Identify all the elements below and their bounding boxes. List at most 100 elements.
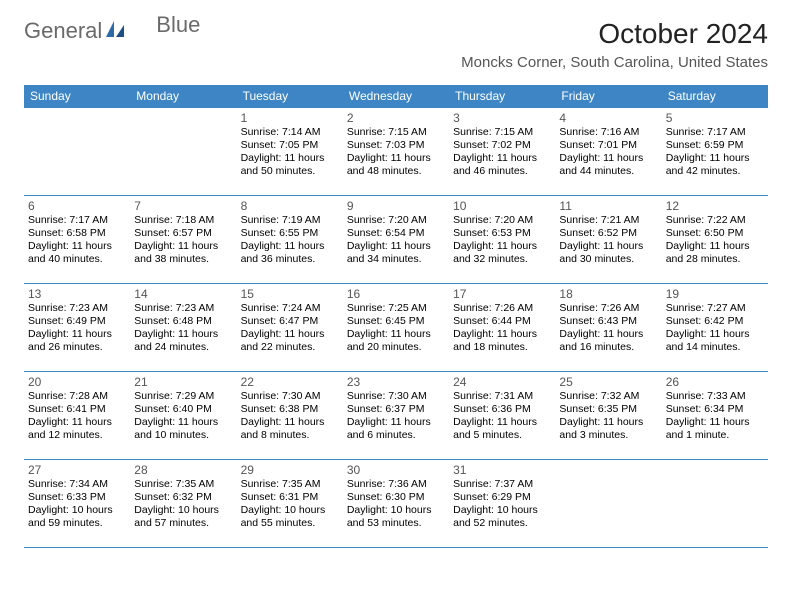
daylight-text: and 34 minutes. [347, 253, 445, 266]
calendar-cell: 5Sunrise: 7:17 AMSunset: 6:59 PMDaylight… [662, 108, 768, 196]
day-header: Tuesday [237, 85, 343, 108]
calendar-week-row: 20Sunrise: 7:28 AMSunset: 6:41 PMDayligh… [24, 372, 768, 460]
calendar-cell: 6Sunrise: 7:17 AMSunset: 6:58 PMDaylight… [24, 196, 130, 284]
calendar-cell: 30Sunrise: 7:36 AMSunset: 6:30 PMDayligh… [343, 460, 449, 548]
sunset-text: Sunset: 6:58 PM [28, 227, 126, 240]
calendar-cell: 17Sunrise: 7:26 AMSunset: 6:44 PMDayligh… [449, 284, 555, 372]
sunrise-text: Sunrise: 7:15 AM [347, 126, 445, 139]
daylight-text: Daylight: 11 hours [666, 328, 764, 341]
calendar-cell: 3Sunrise: 7:15 AMSunset: 7:02 PMDaylight… [449, 108, 555, 196]
daylight-text: and 5 minutes. [453, 429, 551, 442]
daylight-text: and 26 minutes. [28, 341, 126, 354]
daylight-text: Daylight: 11 hours [347, 328, 445, 341]
daylight-text: and 32 minutes. [453, 253, 551, 266]
daylight-text: Daylight: 11 hours [241, 240, 339, 253]
day-number: 2 [347, 111, 445, 125]
sunset-text: Sunset: 6:57 PM [134, 227, 232, 240]
daylight-text: and 53 minutes. [347, 517, 445, 530]
calendar-cell: 13Sunrise: 7:23 AMSunset: 6:49 PMDayligh… [24, 284, 130, 372]
sunset-text: Sunset: 6:47 PM [241, 315, 339, 328]
day-number: 29 [241, 463, 339, 477]
sunset-text: Sunset: 6:42 PM [666, 315, 764, 328]
calendar-week-row: 6Sunrise: 7:17 AMSunset: 6:58 PMDaylight… [24, 196, 768, 284]
sunrise-text: Sunrise: 7:30 AM [241, 390, 339, 403]
daylight-text: and 57 minutes. [134, 517, 232, 530]
daylight-text: and 3 minutes. [559, 429, 657, 442]
day-number: 8 [241, 199, 339, 213]
calendar-table: Sunday Monday Tuesday Wednesday Thursday… [24, 85, 768, 548]
sunrise-text: Sunrise: 7:23 AM [28, 302, 126, 315]
sunrise-text: Sunrise: 7:35 AM [241, 478, 339, 491]
daylight-text: and 20 minutes. [347, 341, 445, 354]
daylight-text: Daylight: 11 hours [666, 416, 764, 429]
calendar-cell: 8Sunrise: 7:19 AMSunset: 6:55 PMDaylight… [237, 196, 343, 284]
day-number: 15 [241, 287, 339, 301]
sunrise-text: Sunrise: 7:26 AM [453, 302, 551, 315]
sunrise-text: Sunrise: 7:30 AM [347, 390, 445, 403]
day-number: 30 [347, 463, 445, 477]
day-number: 3 [453, 111, 551, 125]
calendar-cell [24, 108, 130, 196]
sunset-text: Sunset: 6:41 PM [28, 403, 126, 416]
daylight-text: Daylight: 11 hours [559, 416, 657, 429]
calendar-cell: 15Sunrise: 7:24 AMSunset: 6:47 PMDayligh… [237, 284, 343, 372]
daylight-text: Daylight: 11 hours [347, 416, 445, 429]
calendar-cell: 9Sunrise: 7:20 AMSunset: 6:54 PMDaylight… [343, 196, 449, 284]
daylight-text: Daylight: 11 hours [453, 240, 551, 253]
calendar-cell: 23Sunrise: 7:30 AMSunset: 6:37 PMDayligh… [343, 372, 449, 460]
daylight-text: and 38 minutes. [134, 253, 232, 266]
sunrise-text: Sunrise: 7:26 AM [559, 302, 657, 315]
calendar-week-row: 1Sunrise: 7:14 AMSunset: 7:05 PMDaylight… [24, 108, 768, 196]
day-number: 1 [241, 111, 339, 125]
day-number: 7 [134, 199, 232, 213]
daylight-text: and 10 minutes. [134, 429, 232, 442]
calendar-cell: 1Sunrise: 7:14 AMSunset: 7:05 PMDaylight… [237, 108, 343, 196]
daylight-text: Daylight: 11 hours [347, 240, 445, 253]
daylight-text: Daylight: 11 hours [241, 152, 339, 165]
daylight-text: Daylight: 11 hours [241, 416, 339, 429]
daylight-text: Daylight: 11 hours [347, 152, 445, 165]
daylight-text: Daylight: 11 hours [453, 416, 551, 429]
day-number: 27 [28, 463, 126, 477]
sunset-text: Sunset: 6:55 PM [241, 227, 339, 240]
day-header: Friday [555, 85, 661, 108]
daylight-text: and 44 minutes. [559, 165, 657, 178]
sunset-text: Sunset: 6:32 PM [134, 491, 232, 504]
calendar-cell: 19Sunrise: 7:27 AMSunset: 6:42 PMDayligh… [662, 284, 768, 372]
title-block: October 2024 Moncks Corner, South Caroli… [461, 18, 768, 71]
sunrise-text: Sunrise: 7:17 AM [666, 126, 764, 139]
day-number: 11 [559, 199, 657, 213]
sunrise-text: Sunrise: 7:36 AM [347, 478, 445, 491]
daylight-text: and 6 minutes. [347, 429, 445, 442]
sunset-text: Sunset: 6:49 PM [28, 315, 126, 328]
sunrise-text: Sunrise: 7:20 AM [453, 214, 551, 227]
sunset-text: Sunset: 6:48 PM [134, 315, 232, 328]
daylight-text: and 40 minutes. [28, 253, 126, 266]
calendar-cell: 16Sunrise: 7:25 AMSunset: 6:45 PMDayligh… [343, 284, 449, 372]
sunset-text: Sunset: 6:36 PM [453, 403, 551, 416]
sunrise-text: Sunrise: 7:24 AM [241, 302, 339, 315]
sail-icon [104, 19, 126, 44]
daylight-text: and 28 minutes. [666, 253, 764, 266]
day-number: 22 [241, 375, 339, 389]
daylight-text: Daylight: 11 hours [28, 328, 126, 341]
calendar-cell: 21Sunrise: 7:29 AMSunset: 6:40 PMDayligh… [130, 372, 236, 460]
daylight-text: Daylight: 11 hours [28, 416, 126, 429]
sunset-text: Sunset: 7:05 PM [241, 139, 339, 152]
calendar-cell: 20Sunrise: 7:28 AMSunset: 6:41 PMDayligh… [24, 372, 130, 460]
day-number: 21 [134, 375, 232, 389]
calendar-cell: 28Sunrise: 7:35 AMSunset: 6:32 PMDayligh… [130, 460, 236, 548]
sunset-text: Sunset: 7:03 PM [347, 139, 445, 152]
daylight-text: Daylight: 11 hours [559, 152, 657, 165]
sunrise-text: Sunrise: 7:34 AM [28, 478, 126, 491]
calendar-cell: 24Sunrise: 7:31 AMSunset: 6:36 PMDayligh… [449, 372, 555, 460]
day-number: 5 [666, 111, 764, 125]
daylight-text: and 12 minutes. [28, 429, 126, 442]
calendar-cell: 22Sunrise: 7:30 AMSunset: 6:38 PMDayligh… [237, 372, 343, 460]
day-number: 12 [666, 199, 764, 213]
sunset-text: Sunset: 6:43 PM [559, 315, 657, 328]
sunset-text: Sunset: 7:01 PM [559, 139, 657, 152]
calendar-cell: 11Sunrise: 7:21 AMSunset: 6:52 PMDayligh… [555, 196, 661, 284]
calendar-header-row: Sunday Monday Tuesday Wednesday Thursday… [24, 85, 768, 108]
day-header: Wednesday [343, 85, 449, 108]
